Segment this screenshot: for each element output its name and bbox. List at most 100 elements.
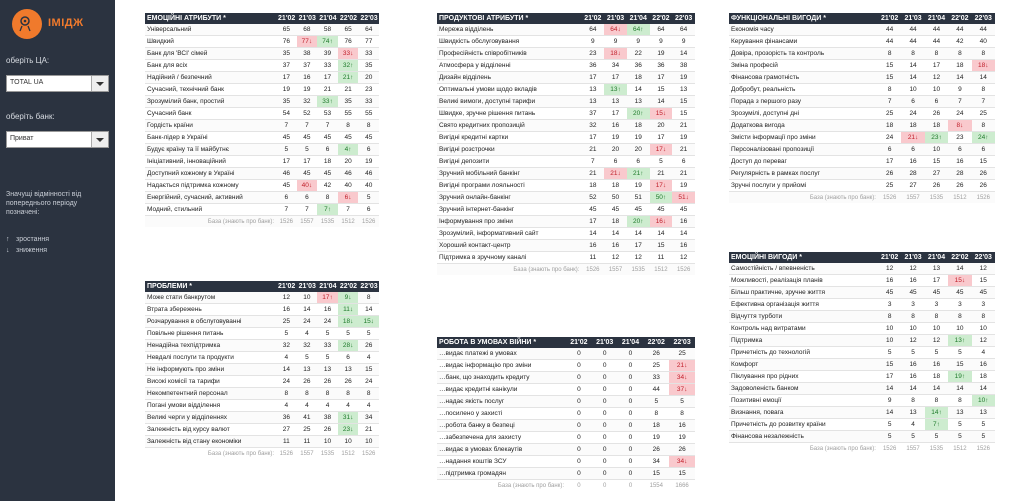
value-cell: 19 [672,179,695,192]
value-cell: 19 [672,131,695,144]
row-label: Більш практичне, зручне життя [729,286,878,299]
row-label: Ефективна організація життя [729,298,878,311]
row-label: Великі вимоги, доступні тарифи [437,95,582,108]
base-value: 1512 [953,445,967,452]
value-cell: 33↓ [337,47,359,60]
chevron-down-icon[interactable] [91,132,108,147]
value-cell: 18 [604,215,627,228]
table-row: Вигідні розстрочки 21 20 20 17↓ 21 [437,143,695,156]
value-cell: 0 [591,455,618,468]
row-label: Банк для 'ВСІ' сімей [145,47,277,60]
value-cell: 16 [901,155,925,168]
value-cell: 14 [901,71,925,84]
value-cell: 18 [901,119,925,132]
value-cell: 26 [358,339,379,352]
value-cell: 8 [669,407,695,420]
period-header: 21'02 [877,252,902,263]
value-cell: 58 [317,24,338,36]
period-header: 21'03 [901,252,925,263]
value-cell: 76 [337,35,359,48]
table-row: …надання коштів ЗСУ 0 0 0 34 34↓ [437,455,695,468]
value-cell: 12 [971,263,995,275]
value-cell: 12 [626,251,650,264]
value-cell: 20 [358,71,379,84]
base-value: 1526 [279,450,293,457]
value-cell: 33↑ [317,95,338,108]
period-header: 21'04 [626,13,650,24]
table-row: Доступний кожному в Україні 46 45 45 46 46 [145,167,379,180]
value-cell: 7 [276,203,297,216]
data-table: РОБОТА В УМОВАХ ВІЙНИ * 21'02 21'03 21'04 22… [437,337,695,491]
value-cell: 20 [337,155,359,168]
row-label: Банк для всіх [145,59,277,72]
base-value: 1535 [626,263,650,275]
row-label: Порада з першого разу [729,95,878,108]
value-cell: 5 [317,327,338,340]
base-row: База (знають про банк): 1526 1557 1535 1512 1… [729,443,995,455]
value-cell: 4 [296,399,318,412]
value-cell: 25 [877,107,902,120]
value-cell: 34↓ [669,455,695,468]
value-cell: 40 [971,35,995,48]
table-row: Швидкість обслуговування 9 9 9 9 9 [437,35,695,48]
value-cell: 8 [358,292,379,304]
value-cell: 21↑ [626,167,650,180]
value-cell: 18 [317,155,338,168]
row-label: Модний, стильний [145,203,277,216]
value-cell: 0 [617,419,644,432]
base-label: База (знають про банк): [809,445,876,452]
row-label: Позитивні емоції [729,394,878,407]
value-cell: 64 [581,24,605,36]
value-cell: 15 [948,358,972,371]
value-cell: 21↓ [669,359,695,372]
value-cell: 18↓ [971,59,995,72]
panel-title: ЕМОЦІЙНІ ВИГОДИ * [729,252,878,263]
value-cell: 45 [581,203,605,216]
bank-select[interactable]: Приват [6,131,109,148]
value-cell: 5 [877,418,902,431]
table-row: Ініціативний, інноваційний 17 17 18 20 19 [145,155,379,168]
value-cell: 15 [971,155,995,168]
value-cell: 8 [337,387,359,400]
value-cell: 0 [591,395,618,408]
table-row: Додаткова вигода 18 18 18 8↓ 8 [729,119,995,132]
row-label: Визнання, повага [729,406,878,419]
value-cell: 21↓ [901,131,925,144]
value-cell: 11 [581,251,605,264]
value-cell: 24 [948,107,972,120]
value-cell: 45 [626,203,650,216]
value-cell: 35 [276,47,297,60]
value-cell: 24 [296,315,318,328]
row-label: …видає кредитні канікули [437,383,566,396]
table-row: Банк-лідер в Україні 45 45 45 45 45 [145,131,379,144]
value-cell: 34 [358,411,379,424]
table-row: Атмосфера у відділенні 36 34 36 36 38 [437,59,695,72]
value-cell: 16 [604,119,627,132]
panel-functional-benefits: ФУНКЦІОНАЛЬНІ ВИГОДИ * 21'02 21'03 21'04 22'… [729,13,995,203]
period-header: 22'03 [669,337,695,348]
base-value: 1526 [976,445,990,452]
base-value: 1526 [882,445,897,452]
value-cell: 10 [948,322,972,335]
data-table: ФУНКЦІОНАЛЬНІ ВИГОДИ * 21'02 21'03 21'04 22'… [729,13,995,203]
value-cell: 16↓ [649,215,673,228]
value-cell: 15 [643,467,670,480]
base-value: 0 [577,482,581,489]
table-row: Не інформують про зміни 14 13 13 13 15 [145,363,379,376]
period-header: 21'03 [591,337,618,348]
row-label: Контроль над витратами [729,322,878,335]
value-cell: 34↓ [669,371,695,384]
value-cell: 10 [901,322,925,335]
row-label: Будує країну та її майбутнє [145,143,277,156]
value-cell: 18↓ [337,315,359,328]
ta-select[interactable]: TOTAL UA [6,75,109,92]
value-cell: 0 [617,407,644,420]
value-cell: 8 [971,83,995,96]
value-cell: 51↓ [672,191,695,204]
table-row: Зміна професій 15 14 17 18 18↓ [729,59,995,72]
value-cell: 17↓ [649,179,673,192]
value-cell: 15 [672,95,695,108]
chevron-down-icon[interactable] [91,76,108,91]
value-cell: 18 [948,59,972,72]
value-cell: 5 [276,327,297,340]
